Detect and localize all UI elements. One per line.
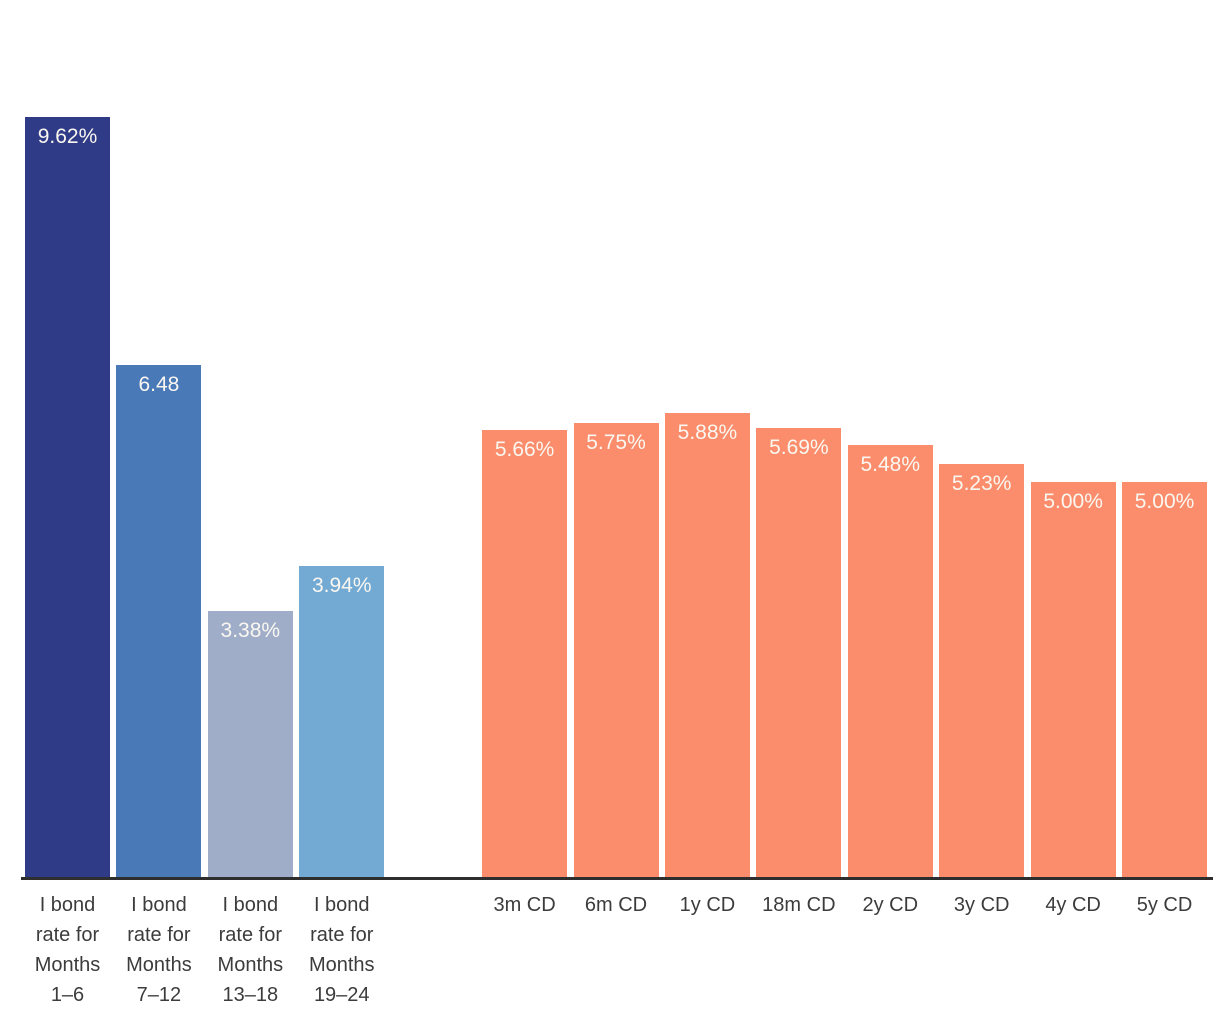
x-axis-category-label: I bond rate for Months 7–12 <box>126 894 192 1006</box>
bar-4: 5.66% <box>482 430 568 878</box>
bar-value-label: 3.94% <box>311 574 372 597</box>
bar-value-label: 5.69% <box>769 436 829 459</box>
bar-value-label: 3.38% <box>220 619 281 642</box>
bar-7: 5.69% <box>756 428 842 878</box>
bar-value-label: 6.48 <box>138 373 180 396</box>
bar-value-label: 5.48% <box>860 453 921 476</box>
bar-2: 3.38% <box>207 611 293 878</box>
x-axis-category-label: 1y CD <box>679 894 736 916</box>
bar-11: 5.00% <box>1122 482 1208 878</box>
bar-value-label: 5.66% <box>494 438 555 461</box>
x-axis-category-label: I bond rate for Months 1–6 <box>34 894 101 1006</box>
bar-0: 9.62% <box>25 117 110 878</box>
x-axis-category-label: 5y CD <box>1136 894 1193 916</box>
bar-10: 5.00% <box>1030 482 1116 878</box>
x-axis-category-label: 3y CD <box>953 894 1010 916</box>
bar-3: 3.94% <box>299 566 385 878</box>
x-axis-category-label: I bond rate for Months 13–18 <box>217 894 284 1006</box>
bar-value-label: 5.00% <box>1043 490 1103 513</box>
bar-8: 5.48% <box>847 445 933 878</box>
bar-value-label: 5.88% <box>677 421 738 444</box>
x-axis-category-label: 6m CD <box>584 894 648 916</box>
bar-value-label: 5.75% <box>586 431 646 454</box>
x-axis-category-label: 18m CD <box>762 894 836 916</box>
bar-6: 5.88% <box>664 413 750 878</box>
x-axis-category-label: I bond rate for Months 19–24 <box>308 894 375 1006</box>
x-axis-category-label: 3m CD <box>493 894 556 916</box>
bar-value-label: 5.23% <box>951 472 1012 495</box>
bar-value-label: 5.00% <box>1134 490 1195 513</box>
bar-1: 6.48 <box>116 365 202 878</box>
bar-9: 5.23% <box>939 464 1025 878</box>
x-axis-category-label: 2y CD <box>862 894 919 916</box>
bar-5: 5.75% <box>573 423 659 878</box>
x-axis-line <box>21 877 1213 880</box>
x-axis-category-label: 4y CD <box>1045 894 1101 916</box>
bar-value-label: 9.62% <box>37 125 98 148</box>
